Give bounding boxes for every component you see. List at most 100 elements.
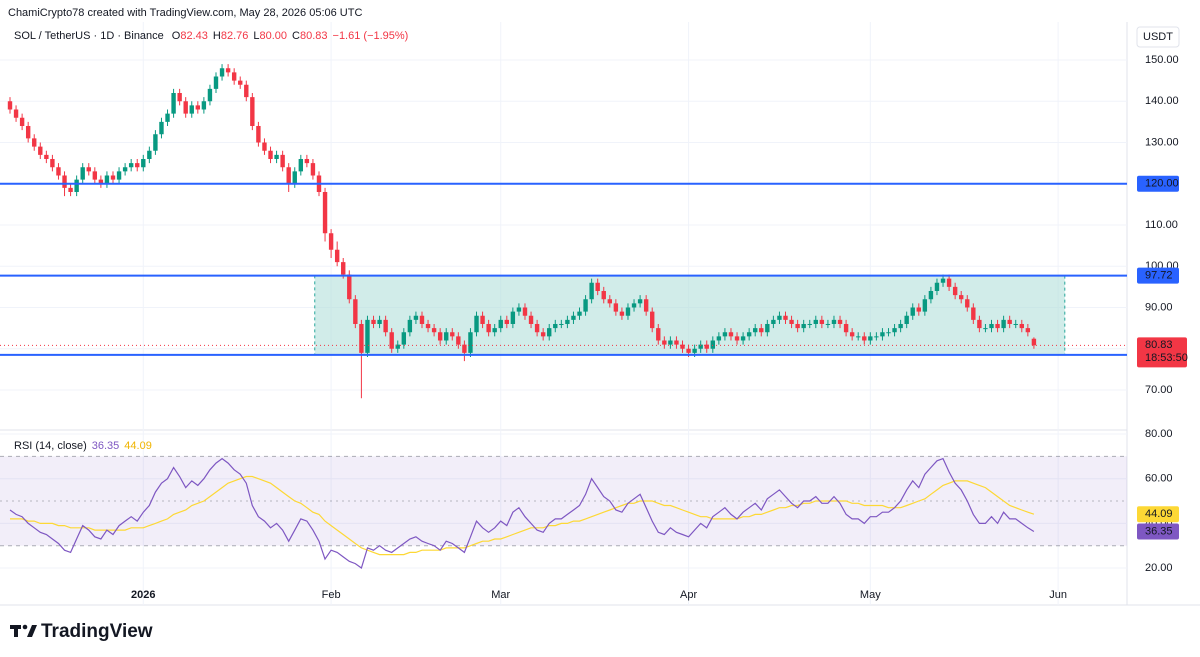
candle-body (577, 311, 582, 316)
candle-body (219, 68, 225, 77)
rsi-legend-item: 44.09 (124, 440, 152, 452)
candle-body (528, 315, 534, 324)
candle-body (1025, 328, 1031, 333)
rsi-line (9, 457, 1035, 569)
x-tick-label: Apr (680, 589, 697, 601)
candle-body (286, 167, 291, 184)
candle-body (147, 150, 152, 159)
rsi-value-label: 44.09 (1145, 508, 1173, 520)
level-label: 97.72 (1145, 270, 1173, 282)
candle-body (656, 328, 661, 341)
y-tick-label: 60.00 (1145, 473, 1173, 485)
candle-body (807, 323, 812, 325)
candle-body (128, 163, 134, 168)
x-tick-label: May (860, 589, 881, 601)
candle-body (171, 92, 176, 114)
candle-body (238, 80, 243, 85)
candle-body (328, 233, 334, 250)
candle-body (831, 319, 837, 324)
candle-body (1019, 323, 1024, 329)
candle-body (353, 299, 358, 324)
candle-body (510, 311, 516, 324)
candle-body (153, 134, 158, 151)
candle-body (68, 187, 73, 192)
candle-body (244, 84, 249, 98)
rsi-value-box (1137, 506, 1179, 523)
candle-body (322, 191, 328, 234)
candle-body (347, 274, 352, 300)
ohlc-value: 80.83 (300, 30, 328, 42)
candle-body (1007, 319, 1012, 324)
level-label: 120.00 (1145, 178, 1179, 190)
candle-body (916, 307, 921, 312)
candle-body (38, 146, 43, 155)
x-tick-label: 2026 (131, 589, 155, 601)
candle-body (898, 323, 903, 329)
candle-body (795, 323, 800, 329)
y-tick-label: 130.00 (1145, 136, 1179, 148)
ohlc-value: 82.76 (221, 30, 249, 42)
candle-body (498, 319, 503, 329)
candle-body (116, 171, 122, 180)
candle-body (516, 307, 522, 312)
candle-body (892, 328, 897, 333)
candle-body (7, 101, 13, 110)
candle-body (310, 163, 316, 176)
candle-body (141, 158, 146, 168)
level-label-box (1137, 175, 1179, 192)
ohlc-key: O (172, 30, 181, 42)
candle-body (583, 299, 588, 312)
candle-body (262, 142, 267, 151)
candle-body (849, 332, 855, 337)
rsi-line (10, 475, 1035, 556)
candle-body (450, 332, 455, 337)
candle-body (952, 286, 958, 296)
rsi-value-label: 36.35 (1145, 525, 1173, 537)
candle-body (977, 319, 982, 329)
candle-body (1031, 338, 1037, 346)
y-tick-label: 150.00 (1145, 54, 1179, 66)
candle-body (413, 315, 419, 320)
currency[interactable]: USDT (1143, 31, 1173, 43)
candle-body (789, 319, 794, 324)
candle-body (837, 319, 843, 324)
candle-body (904, 315, 909, 324)
candle-body (674, 340, 679, 345)
candle-body (801, 323, 806, 329)
candle-body (880, 332, 885, 337)
candle-body (959, 295, 964, 300)
currency-box[interactable] (1136, 26, 1180, 48)
candle-body (637, 299, 643, 304)
candle-body (722, 332, 728, 337)
ohlc-value: 80.00 (260, 30, 288, 42)
candle-body (843, 323, 849, 333)
candle-body (74, 179, 79, 192)
candle-body (825, 323, 831, 325)
candle-body (868, 336, 873, 341)
candle-body (298, 158, 304, 172)
candle-body (419, 315, 425, 324)
brand: TradingView (41, 621, 153, 642)
candle-body (686, 348, 691, 353)
y-tick-label: 90.00 (1145, 301, 1173, 313)
candle-body (365, 319, 370, 353)
candle-body (1001, 319, 1006, 329)
candle-body (595, 282, 600, 291)
candle-body (401, 332, 407, 345)
candle-body (334, 249, 340, 263)
candle-body (983, 328, 988, 330)
candle-body (995, 323, 1000, 329)
level-label-box (1137, 267, 1179, 284)
candle-body (486, 323, 491, 333)
candle-body (86, 167, 91, 172)
candle-body (280, 154, 285, 168)
rsi-legend-item: RSI (14, close) (14, 440, 87, 452)
candle-body (25, 125, 31, 139)
candle-body (231, 72, 237, 81)
y-tick-label: 20.00 (1145, 562, 1173, 574)
candle-body (437, 332, 443, 341)
candle-body (680, 344, 685, 349)
candle-body (92, 171, 98, 180)
candle-body (359, 323, 364, 353)
y-tick-label: 140.00 (1145, 95, 1179, 107)
